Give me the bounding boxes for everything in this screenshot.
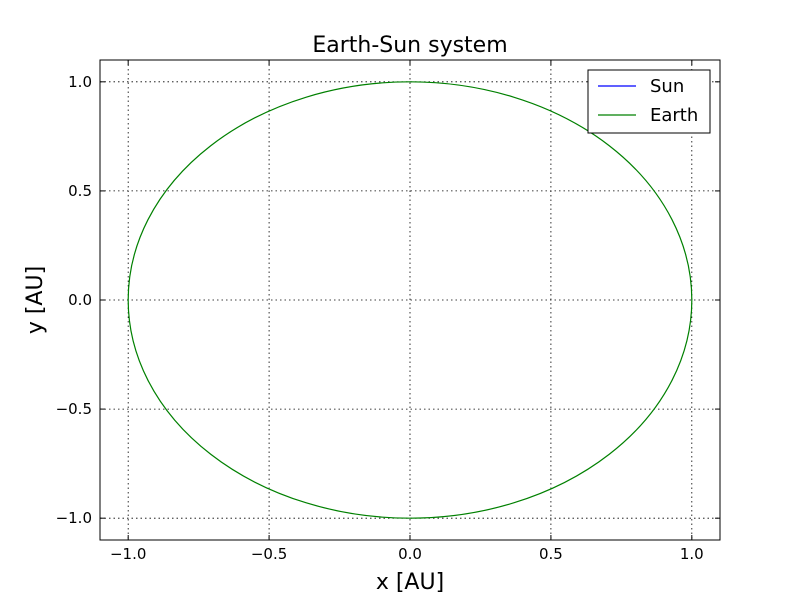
x-tick-label: 0.5 — [539, 545, 563, 563]
y-tick-label: 0.0 — [68, 291, 92, 309]
legend-box — [587, 69, 711, 134]
legend-label-earth: Earth — [650, 105, 698, 126]
legend: Sun Earth — [587, 69, 711, 134]
x-axis-label: x [AU] — [376, 570, 444, 595]
x-tick-label: 1.0 — [680, 545, 704, 563]
x-tick-label: −0.5 — [251, 545, 287, 563]
tick-labels: −1.0 −0.5 0.0 0.5 1.0 −1.0 −0.5 0.0 0.5 1.0 — [56, 73, 704, 563]
x-tick-label: −1.0 — [110, 545, 146, 563]
series-layer — [127, 81, 693, 519]
x-tick-label: 0.0 — [398, 545, 422, 563]
y-axis-label: y [AU] — [23, 266, 48, 334]
ticks — [100, 60, 720, 540]
y-tick-label: −0.5 — [56, 400, 92, 418]
y-tick-label: 1.0 — [68, 73, 92, 91]
series-earth-orbit — [127, 81, 693, 519]
y-tick-label: −1.0 — [56, 509, 92, 527]
legend-label-sun: Sun — [650, 76, 684, 97]
y-tick-label: 0.5 — [68, 182, 92, 200]
chart-title: Earth-Sun system — [312, 33, 507, 58]
